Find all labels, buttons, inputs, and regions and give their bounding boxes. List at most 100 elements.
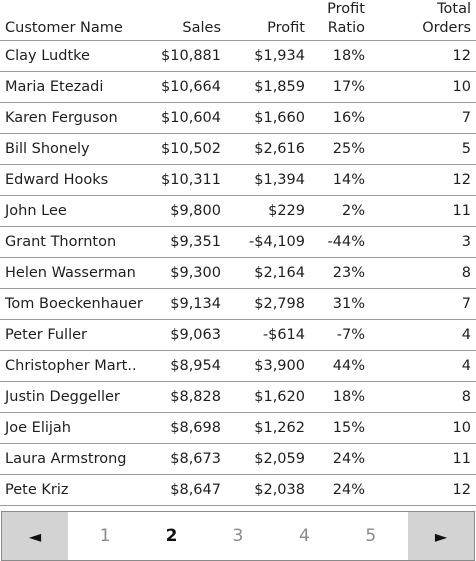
page-2-button[interactable]: 2: [165, 526, 178, 546]
header-customer-name[interactable]: Customer Name: [0, 0, 150, 41]
profit-cell: $1,394: [226, 164, 310, 196]
profit-cell: $1,859: [226, 71, 310, 103]
total-orders-cell: 10: [394, 71, 476, 103]
header-profit-ratio[interactable]: Profit Ratio: [310, 0, 394, 41]
sales-cell: $9,800: [150, 195, 226, 227]
profit-ratio-cell: 25%: [310, 133, 394, 165]
page-numbers: 1 2 3 4 5: [68, 512, 408, 560]
header-profit-ratio-line1: Profit: [327, 1, 365, 17]
header-total-orders[interactable]: Total Orders: [394, 0, 476, 41]
customer-name-cell: Maria Etezadi: [0, 71, 150, 103]
total-orders-cell: 12: [394, 40, 476, 72]
next-page-button[interactable]: ►: [408, 512, 474, 560]
customer-name-cell: Grant Thornton: [0, 226, 150, 258]
sales-cell: $10,881: [150, 40, 226, 72]
profit-ratio-cell: -44%: [310, 226, 394, 258]
table-row[interactable]: John Lee $9,800 $229 2% 11: [0, 195, 476, 227]
customer-name-cell: John Lee: [0, 195, 150, 227]
table-row[interactable]: Joe Elijah $8,698 $1,262 15% 10: [0, 412, 476, 444]
sales-cell: $8,647: [150, 474, 226, 506]
table-header: Customer Name Sales Profit Profit Ratio …: [0, 0, 476, 41]
total-orders-cell: 3: [394, 226, 476, 258]
page-4-button[interactable]: 4: [298, 526, 310, 546]
sales-cell: $10,502: [150, 133, 226, 165]
sales-cell: $9,134: [150, 288, 226, 320]
customer-name-cell: Laura Armstrong: [0, 443, 150, 475]
page-3-button[interactable]: 3: [232, 526, 244, 546]
customer-table: Customer Name Sales Profit Profit Ratio …: [0, 0, 476, 506]
table-row[interactable]: Justin Deggeller $8,828 $1,620 18% 8: [0, 381, 476, 413]
customer-name-cell: Karen Ferguson: [0, 102, 150, 134]
sales-cell: $10,664: [150, 71, 226, 103]
customer-name-cell: Edward Hooks: [0, 164, 150, 196]
total-orders-cell: 11: [394, 195, 476, 227]
table-row[interactable]: Edward Hooks $10,311 $1,394 14% 12: [0, 164, 476, 196]
profit-ratio-cell: 23%: [310, 257, 394, 289]
profit-cell: $3,900: [226, 350, 310, 382]
customer-name-cell: Joe Elijah: [0, 412, 150, 444]
sales-cell: $8,954: [150, 350, 226, 382]
profit-ratio-cell: 2%: [310, 195, 394, 227]
customer-name-cell: Justin Deggeller: [0, 381, 150, 413]
page-1-button[interactable]: 1: [99, 526, 111, 546]
profit-ratio-cell: 18%: [310, 381, 394, 413]
total-orders-cell: 12: [394, 164, 476, 196]
header-total-orders-line2: Orders: [422, 20, 471, 36]
profit-cell: $2,798: [226, 288, 310, 320]
pagination: ◄ 1 2 3 4 5 ►: [1, 511, 475, 561]
prev-page-button[interactable]: ◄: [2, 512, 68, 560]
sales-cell: $10,604: [150, 102, 226, 134]
customer-name-cell: Clay Ludtke: [0, 40, 150, 72]
total-orders-cell: 5: [394, 133, 476, 165]
table-row[interactable]: Laura Armstrong $8,673 $2,059 24% 11: [0, 443, 476, 475]
customer-name-cell: Bill Shonely: [0, 133, 150, 165]
sales-cell: $10,311: [150, 164, 226, 196]
sales-cell: $8,673: [150, 443, 226, 475]
profit-cell: $2,038: [226, 474, 310, 506]
table-row[interactable]: Helen Wasserman $9,300 $2,164 23% 8: [0, 257, 476, 289]
header-sales[interactable]: Sales: [150, 0, 226, 41]
total-orders-cell: 12: [394, 474, 476, 506]
total-orders-cell: 8: [394, 257, 476, 289]
profit-cell: -$614: [226, 319, 310, 351]
profit-ratio-cell: 14%: [310, 164, 394, 196]
profit-cell: $2,616: [226, 133, 310, 165]
header-profit[interactable]: Profit: [226, 0, 310, 41]
table-row[interactable]: Maria Etezadi $10,664 $1,859 17% 10: [0, 71, 476, 103]
table-row[interactable]: Christopher Mart.. $8,954 $3,900 44% 4: [0, 350, 476, 382]
sales-cell: $8,828: [150, 381, 226, 413]
total-orders-cell: 7: [394, 288, 476, 320]
profit-cell: $1,660: [226, 102, 310, 134]
profit-cell: $1,934: [226, 40, 310, 72]
profit-ratio-cell: 18%: [310, 40, 394, 72]
profit-cell: -$4,109: [226, 226, 310, 258]
table-row[interactable]: Clay Ludtke $10,881 $1,934 18% 12: [0, 40, 476, 72]
customer-name-cell: Christopher Mart..: [0, 350, 150, 382]
total-orders-cell: 4: [394, 319, 476, 351]
table-row[interactable]: Grant Thornton $9,351 -$4,109 -44% 3: [0, 226, 476, 258]
customer-name-cell: Pete Kriz: [0, 474, 150, 506]
header-profit-ratio-line2: Ratio: [327, 20, 365, 36]
page-5-button[interactable]: 5: [365, 526, 377, 546]
table-row[interactable]: Bill Shonely $10,502 $2,616 25% 5: [0, 133, 476, 165]
table-row[interactable]: Pete Kriz $8,647 $2,038 24% 12: [0, 474, 476, 506]
customer-name-cell: Peter Fuller: [0, 319, 150, 351]
header-sales-label: Sales: [182, 20, 221, 36]
total-orders-cell: 8: [394, 381, 476, 413]
table-row[interactable]: Peter Fuller $9,063 -$614 -7% 4: [0, 319, 476, 351]
profit-cell: $1,620: [226, 381, 310, 413]
table-row[interactable]: Tom Boeckenhauer $9,134 $2,798 31% 7: [0, 288, 476, 320]
header-profit-label: Profit: [267, 20, 305, 36]
total-orders-cell: 11: [394, 443, 476, 475]
sales-cell: $9,351: [150, 226, 226, 258]
profit-ratio-cell: 24%: [310, 443, 394, 475]
profit-ratio-cell: 16%: [310, 102, 394, 134]
profit-ratio-cell: 15%: [310, 412, 394, 444]
table-row[interactable]: Karen Ferguson $10,604 $1,660 16% 7: [0, 102, 476, 134]
profit-cell: $2,164: [226, 257, 310, 289]
header-customer-name-label: Customer Name: [5, 20, 123, 36]
total-orders-cell: 10: [394, 412, 476, 444]
sales-cell: $9,063: [150, 319, 226, 351]
table-body: Clay Ludtke $10,881 $1,934 18% 12 Maria Eteza…: [0, 40, 476, 506]
profit-ratio-cell: 17%: [310, 71, 394, 103]
